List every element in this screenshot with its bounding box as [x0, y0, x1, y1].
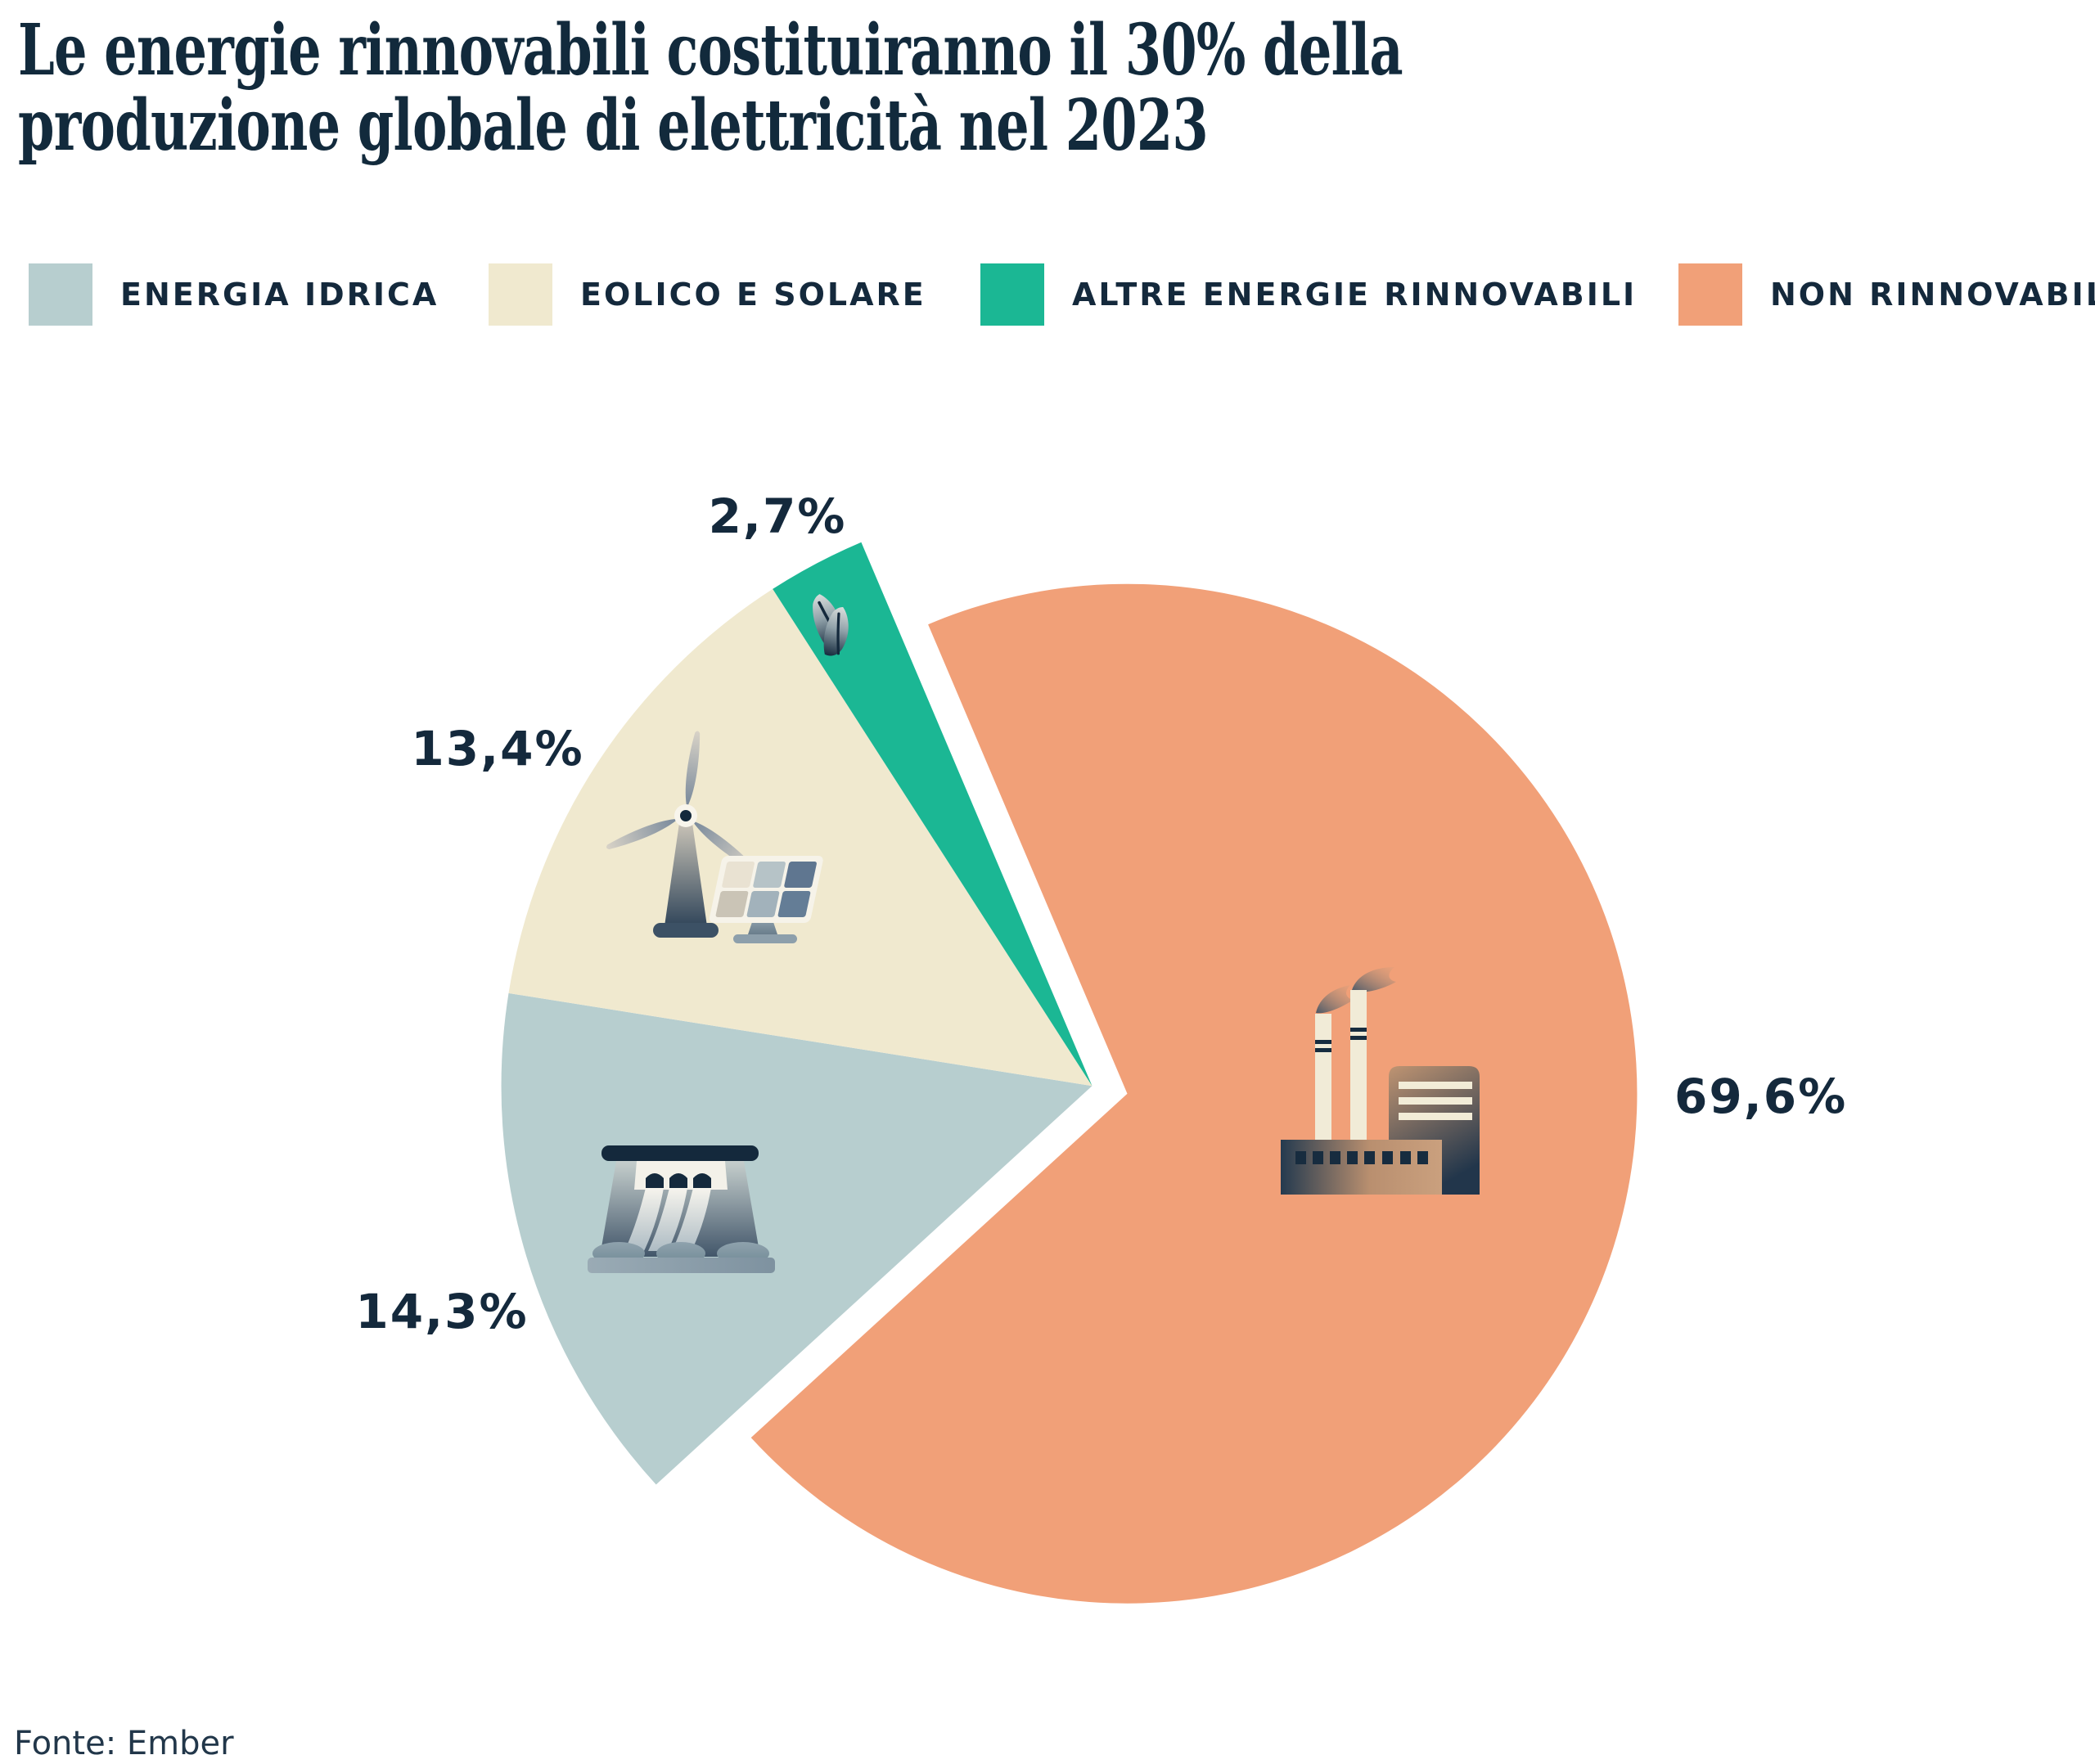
slice-value-label: 69,6%	[1674, 1069, 1847, 1124]
pie-slice-wind-solar	[508, 588, 1093, 1087]
legend-label-non-rinnovabili: NON RINNOVABILI	[1770, 277, 2095, 313]
leaf-icon	[813, 594, 849, 656]
legend-label-energia-idrica: ENERGIA IDRICA	[120, 277, 439, 313]
source-note: Fonte: Ember	[14, 1725, 234, 1762]
legend-swatch-energia-idrica	[29, 263, 92, 326]
legend-item-energia-idrica: ENERGIA IDRICA	[29, 263, 439, 326]
smoke-icon	[1352, 967, 1396, 992]
legend-label-altre-rinnovabili: ALTRE ENERGIE RINNOVABILI	[1072, 277, 1638, 313]
solar-panel-icon	[709, 856, 823, 943]
slice-value-label: 2,7%	[709, 488, 847, 544]
dam-icon	[588, 1145, 775, 1273]
legend-swatch-non-rinnovabili	[1678, 263, 1742, 326]
pie-slice-dam	[501, 992, 1093, 1485]
legend-item-non-rinnovabili: NON RINNOVABILI	[1678, 263, 2095, 326]
slice-labels: 14,3% 13,4% 2,7% 69,6%	[355, 488, 1847, 1339]
page-title-line-1: Le energie rinnovabili costituiranno il …	[18, 9, 1403, 92]
pie-slice-factory	[750, 583, 1638, 1604]
legend-label-eolico-e-solare: EOLICO E SOLARE	[580, 277, 926, 313]
legend-swatch-eolico-e-solare	[489, 263, 552, 326]
pie-slices	[501, 542, 1638, 1604]
legend-item-eolico-e-solare: EOLICO E SOLARE	[489, 263, 926, 326]
page-title-line-2: produzione globale di elettricità nel 20…	[18, 84, 1209, 167]
legend-swatch-altre-rinnovabili	[980, 263, 1044, 326]
slice-value-label: 14,3%	[355, 1284, 528, 1339]
factory-icon	[1281, 967, 1480, 1195]
pie-slice-leaf	[773, 542, 1093, 1087]
legend-item-altre-rinnovabili: ALTRE ENERGIE RINNOVABILI	[980, 263, 1637, 326]
page-title: Le energie rinnovabili costituiranno il …	[18, 13, 1411, 164]
slice-value-label: 13,4%	[411, 721, 583, 776]
smoke-icon	[1316, 985, 1354, 1014]
